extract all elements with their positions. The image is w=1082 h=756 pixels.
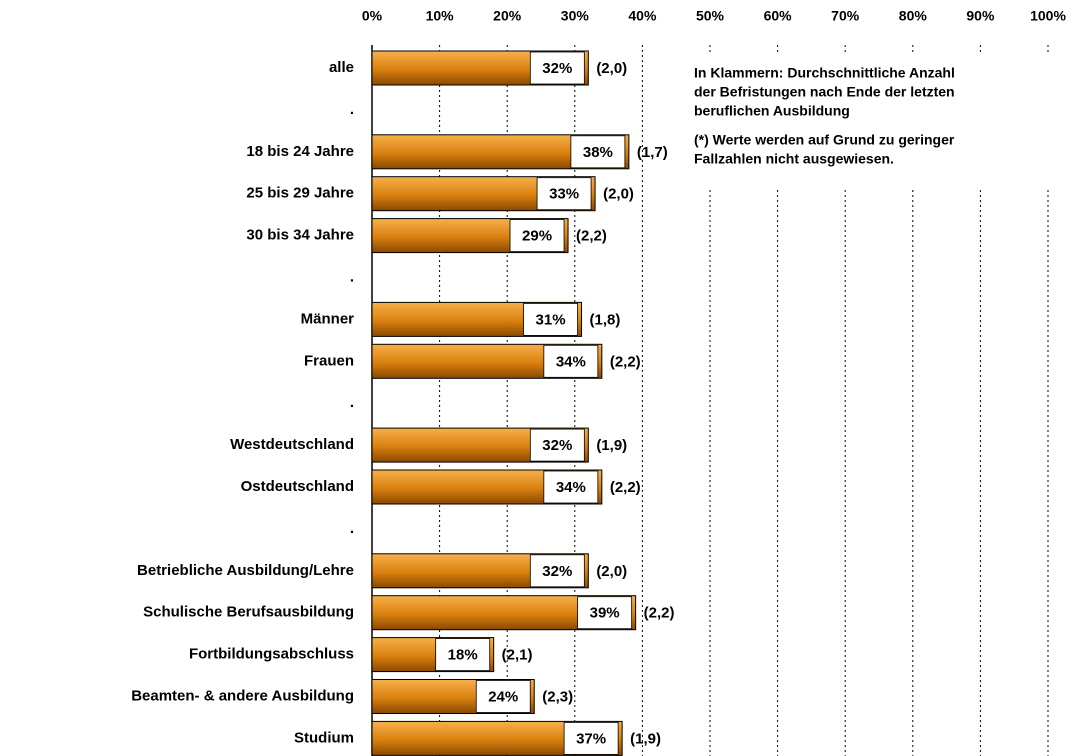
category-label: . — [350, 101, 354, 118]
category-label: Westdeutschland — [230, 436, 354, 453]
annotation: (2,2) — [610, 353, 641, 370]
value-label: 39% — [590, 605, 620, 622]
category-label: . — [350, 268, 354, 285]
value-label-box — [529, 554, 585, 588]
annotation: (2,2) — [644, 605, 675, 622]
value-label-box — [475, 680, 531, 713]
annotation: (1,9) — [630, 730, 661, 747]
value-label: 32% — [542, 563, 572, 580]
value-label-box — [529, 51, 585, 85]
value-label: 32% — [542, 437, 572, 454]
x-tick-label: 0% — [362, 8, 383, 24]
value-label: 37% — [576, 730, 606, 747]
value-label: 33% — [549, 186, 579, 203]
category-label: Studium — [294, 729, 354, 746]
value-label: 34% — [556, 479, 586, 496]
annotation: (1,7) — [637, 144, 668, 161]
annotation: (2,1) — [502, 647, 533, 664]
category-label: alle — [329, 59, 354, 76]
value-label-box — [563, 722, 619, 755]
annotation: (1,8) — [590, 311, 621, 328]
value-label: 38% — [583, 144, 613, 161]
annotation: (2,3) — [542, 688, 573, 705]
value-label-box — [529, 428, 585, 462]
value-label: 34% — [556, 353, 586, 370]
value-label-box — [570, 135, 626, 169]
category-label: Betriebliche Ausbildung/Lehre — [137, 562, 354, 579]
value-label-box — [536, 177, 592, 211]
x-tick-label: 30% — [561, 8, 590, 24]
value-label: 24% — [488, 688, 518, 705]
x-tick-label: 100% — [1030, 8, 1066, 24]
category-label: . — [350, 520, 354, 537]
category-label: Beamten- & andere Ausbildung — [131, 687, 354, 704]
value-label-box — [543, 470, 599, 504]
x-tick-label: 90% — [966, 8, 995, 24]
category-label: Fortbildungsabschluss — [189, 646, 354, 663]
category-label: Männer — [301, 310, 355, 327]
category-label: 30 bis 34 Jahre — [246, 227, 354, 244]
x-tick-label: 60% — [764, 8, 793, 24]
value-label-box — [523, 302, 578, 336]
value-label: 32% — [542, 60, 572, 77]
annotation: (2,2) — [610, 479, 641, 496]
annotation: (1,9) — [596, 437, 627, 454]
category-label: 25 bis 29 Jahre — [246, 185, 354, 202]
annotation: (2,2) — [576, 228, 607, 245]
annotation: (2,0) — [596, 563, 627, 580]
x-tick-label: 20% — [493, 8, 522, 24]
note-text: beruflichen Ausbildung — [694, 103, 850, 119]
value-label: 31% — [536, 311, 566, 328]
x-tick-label: 70% — [831, 8, 860, 24]
note-background — [680, 55, 1082, 188]
value-label-box — [543, 344, 599, 378]
x-tick-label: 40% — [628, 8, 657, 24]
value-label: 18% — [448, 647, 478, 664]
note-text: Fallzahlen nicht ausgewiesen. — [694, 151, 894, 167]
value-label-box — [435, 638, 491, 671]
value-label: 29% — [522, 228, 552, 245]
category-label: 18 bis 24 Jahre — [246, 143, 354, 160]
annotation: (2,0) — [596, 60, 627, 77]
category-label: Schulische Berufsausbildung — [143, 604, 354, 621]
category-label: Frauen — [304, 352, 354, 369]
value-label-box — [509, 219, 565, 253]
x-tick-label: 10% — [426, 8, 455, 24]
note-text: In Klammern: Durchschnittliche Anzahl — [694, 65, 955, 81]
category-label: . — [350, 394, 354, 411]
x-tick-label: 50% — [696, 8, 725, 24]
note-text: der Befristungen nach Ende der letzten — [694, 84, 955, 100]
value-label-box — [577, 596, 633, 630]
note-text: (*) Werte werden auf Grund zu geringer — [694, 132, 955, 148]
annotation: (2,0) — [603, 186, 634, 203]
x-tick-label: 80% — [899, 8, 928, 24]
category-label: Ostdeutschland — [241, 478, 354, 495]
